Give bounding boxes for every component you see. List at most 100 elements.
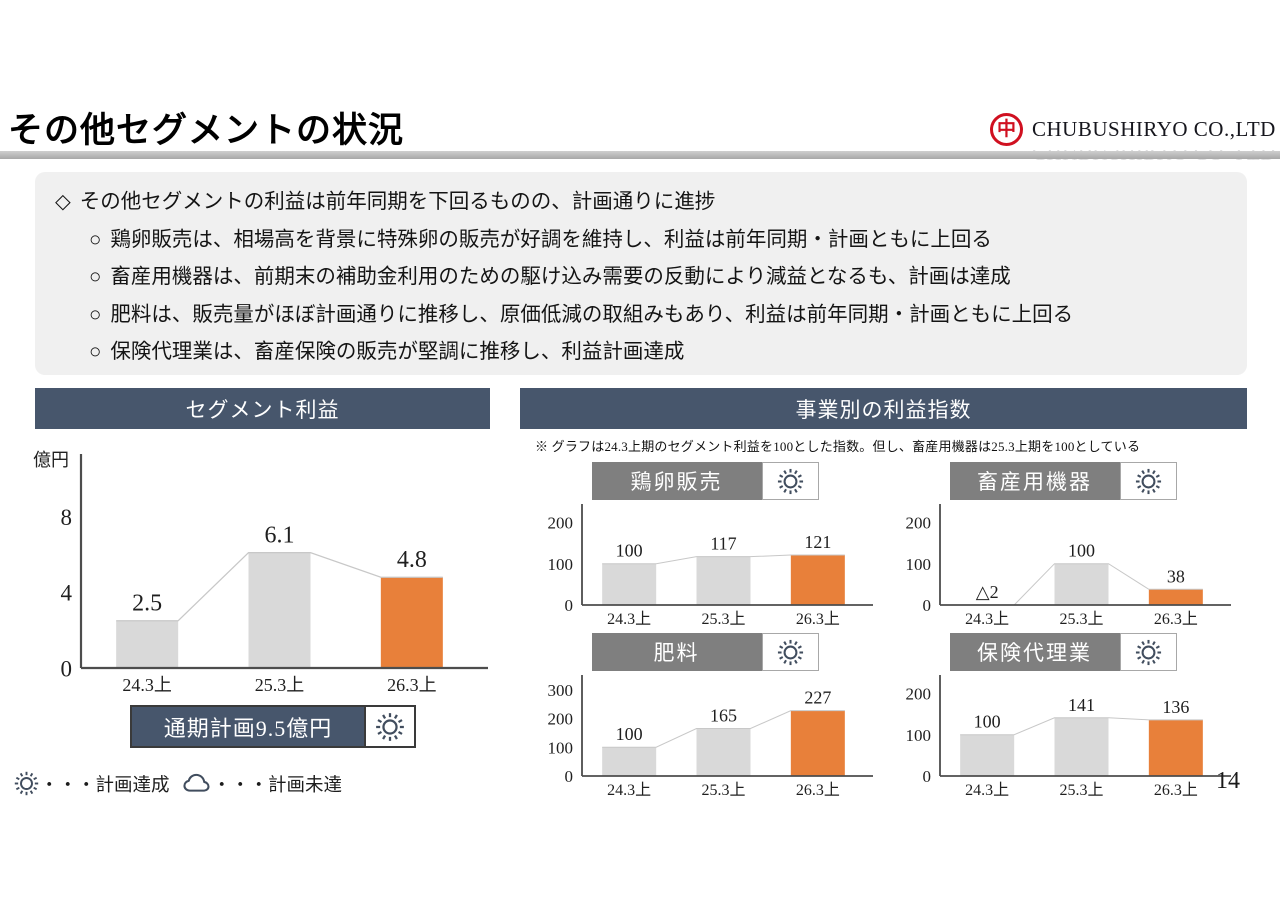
svg-text:200: 200 <box>906 514 932 533</box>
svg-text:117: 117 <box>710 534 736 554</box>
company-name: CHUBUSHIRYO CO.,LTD <box>1032 117 1276 141</box>
bullet-text: 鶏卵販売は、相場高を背景に特殊卵の販売が好調を維持し、利益は前年同期・計画ともに… <box>110 228 992 251</box>
svg-text:26.3上: 26.3上 <box>1154 610 1198 628</box>
status-box <box>761 633 819 671</box>
sun-icon <box>776 467 805 496</box>
bullet-marker: ◇ <box>55 191 71 213</box>
livestock-equipment-card: 畜産用機器 0 100 200 △2 24.3上 100 25.3上 38 26.3上 <box>893 462 1233 630</box>
egg-sales-card-header: 鶏卵販売 <box>591 462 819 500</box>
svg-text:25.3上: 25.3上 <box>701 781 745 799</box>
svg-text:6.1: 6.1 <box>265 523 295 549</box>
sun-icon <box>1134 638 1163 667</box>
y-axis-unit-label: 億円 <box>33 450 69 470</box>
livestock-equipment-chart: 0 100 200 △2 24.3上 100 25.3上 38 26.3上 <box>906 504 1231 628</box>
svg-text:300: 300 <box>548 681 574 700</box>
svg-text:24.3上: 24.3上 <box>965 781 1009 799</box>
legend-label: ・・・計画達成 <box>40 775 170 796</box>
svg-text:38: 38 <box>1167 566 1185 586</box>
svg-text:100: 100 <box>616 724 643 744</box>
sun-icon <box>374 711 406 743</box>
svg-text:24.3上: 24.3上 <box>965 610 1009 628</box>
bullet-text: 肥料は、販売量がほぼ計画通りに推移し、原価低減の取組みもあり、利益は前年同期・計… <box>110 303 1074 326</box>
svg-text:0: 0 <box>61 656 73 681</box>
svg-text:25.3上: 25.3上 <box>701 610 745 628</box>
svg-text:25.3上: 25.3上 <box>1059 610 1103 628</box>
fertilizer-card-header: 肥料 <box>591 633 819 671</box>
bullet-text: 畜産用機器は、前期末の補助金利用のための駆け込み需要の反動により減益となるも、計… <box>110 266 1011 288</box>
legend-item-achieved: ・・・計画達成 <box>13 770 170 797</box>
segment-profit-header: セグメント利益 <box>35 388 490 429</box>
svg-text:0: 0 <box>923 596 932 615</box>
summary-line: ○ 鶏卵販売は、相場高を背景に特殊卵の販売が好調を維持し、利益は前年同期・計画とも… <box>55 222 1227 260</box>
svg-text:2.5: 2.5 <box>132 591 162 617</box>
legend-label: ・・・計画未達 <box>212 775 343 796</box>
svg-text:100: 100 <box>906 555 932 574</box>
summary-line: ○ 畜産用機器は、前期末の補助金利用のための駆け込み需要の反動により減益となるも、… <box>55 259 1227 297</box>
bullet-marker: ○ <box>89 303 102 326</box>
status-legend: ・・・計画達成 ・・・計画未達 <box>13 768 342 799</box>
status-box <box>1119 462 1177 500</box>
svg-text:100: 100 <box>616 541 643 561</box>
svg-text:26.3上: 26.3上 <box>387 675 437 695</box>
company-logo: 中 CHUBUSHIRYO CO.,LTD CHUBUSHIRYO CO.,LT… <box>990 113 1276 165</box>
svg-text:0: 0 <box>923 767 932 786</box>
page-number: 14 <box>1216 768 1240 794</box>
bullet-text: その他セグメントの利益は前年同期を下回るものの、計画通りに進捗 <box>79 191 716 213</box>
business-index-header: 事業別の利益指数 <box>520 388 1247 429</box>
svg-text:△2: △2 <box>976 582 999 602</box>
cloud-icon <box>182 768 213 799</box>
svg-text:121: 121 <box>804 532 831 552</box>
svg-text:165: 165 <box>710 706 737 726</box>
page-title: その他セグメントの状況 <box>8 111 405 150</box>
insurance-agency-card-header: 保険代理業 <box>949 633 1177 671</box>
svg-text:0: 0 <box>565 596 574 615</box>
title-divider <box>0 151 1280 159</box>
summary-box: ◇ その他セグメントの利益は前年同期を下回るものの、計画通りに進捗 ○ 鶏卵販売は、… <box>35 172 1247 375</box>
insurance-agency-chart: 0 100 200 100 24.3上 141 25.3上 136 26.3上 <box>906 675 1231 799</box>
plan-status-box <box>364 707 414 746</box>
logo-mark-icon: 中 <box>990 113 1023 146</box>
svg-text:100: 100 <box>548 555 574 574</box>
summary-line: ○ 保険代理業は、畜産保険の販売が堅調に推移し、利益計画達成 <box>55 334 1227 372</box>
status-box <box>1119 633 1177 671</box>
summary-line: ◇ その他セグメントの利益は前年同期を下回るものの、計画通りに進捗 <box>55 184 1227 222</box>
svg-text:8: 8 <box>61 505 73 530</box>
full-year-plan-box: 通期計画9.5億円 <box>130 705 416 748</box>
insurance-agency-card: 保険代理業 0 100 200 100 24.3上 141 25.3上 136 26.3上 <box>893 633 1233 801</box>
svg-text:141: 141 <box>1068 695 1095 715</box>
svg-text:100: 100 <box>1068 541 1095 561</box>
egg-sales-chart: 0 100 200 100 24.3上 117 25.3上 121 26.3上 <box>548 504 873 628</box>
svg-text:26.3上: 26.3上 <box>796 781 840 799</box>
insurance-agency-title: 保険代理業 <box>949 633 1120 671</box>
svg-text:200: 200 <box>548 514 574 533</box>
legend-item-missed: ・・・計画未達 <box>182 768 343 799</box>
sun-icon <box>776 638 805 667</box>
egg-sales-title: 鶏卵販売 <box>591 462 762 500</box>
svg-text:4.8: 4.8 <box>397 547 427 573</box>
svg-text:24.3上: 24.3上 <box>607 610 651 628</box>
index-note: ※ グラフは24.3上期のセグメント利益を100とした指数。但し、畜産用機器は2… <box>535 439 1141 454</box>
svg-text:4: 4 <box>61 581 73 606</box>
svg-text:100: 100 <box>974 712 1001 732</box>
svg-text:100: 100 <box>548 738 574 757</box>
svg-text:24.3上: 24.3上 <box>607 781 651 799</box>
status-box <box>761 462 819 500</box>
bullet-marker: ○ <box>89 266 102 288</box>
egg-sales-card: 鶏卵販売 0 100 200 100 24.3上 117 25.3上 121 26.3上 <box>535 462 875 630</box>
segment-profit-chart: 0 4 8 2.5 24.3上 6.1 25.3上 4.8 26.3上 <box>61 454 488 695</box>
svg-text:26.3上: 26.3上 <box>1154 781 1198 799</box>
fertilizer-card: 肥料 0 100 200 300 100 24.3上 165 25.3上 227 26.3上 <box>535 633 875 801</box>
svg-text:24.3上: 24.3上 <box>122 675 172 695</box>
svg-text:0: 0 <box>565 767 574 786</box>
fertilizer-title: 肥料 <box>591 633 762 671</box>
full-year-plan-label: 通期計画9.5億円 <box>132 707 364 746</box>
sun-icon <box>1134 467 1163 496</box>
svg-text:200: 200 <box>906 685 932 704</box>
bullet-marker: ○ <box>89 228 102 251</box>
summary-line: ○ 肥料は、販売量がほぼ計画通りに推移し、原価低減の取組みもあり、利益は前年同期・… <box>55 297 1227 335</box>
svg-text:25.3上: 25.3上 <box>1059 781 1103 799</box>
svg-text:136: 136 <box>1162 697 1189 717</box>
bullet-marker: ○ <box>89 341 102 363</box>
svg-text:200: 200 <box>548 710 574 729</box>
